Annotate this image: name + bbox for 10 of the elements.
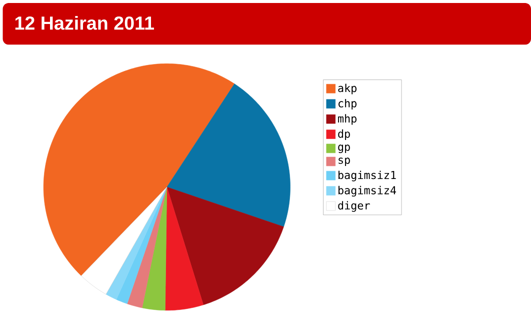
legend-label: chp <box>338 98 357 110</box>
chart-title: 12 Haziran 2011 <box>15 16 154 30</box>
legend-label: diger <box>338 200 370 212</box>
legend-label: gp <box>338 144 350 153</box>
legend-label: bagimsiz1 <box>338 170 396 182</box>
legend-label: bagimsiz4 <box>338 186 396 196</box>
legend-label: sp <box>338 158 350 166</box>
legend-label: mhp <box>338 114 357 125</box>
legend-label: akp <box>338 84 357 94</box>
legend-label: dp <box>338 129 350 140</box>
